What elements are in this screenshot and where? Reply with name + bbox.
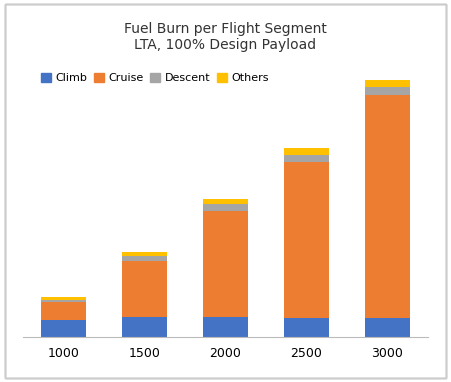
Bar <box>365 95 410 319</box>
Bar <box>122 256 167 261</box>
Bar <box>203 199 248 204</box>
Bar <box>284 319 329 337</box>
Bar <box>203 211 248 317</box>
Bar <box>122 317 167 337</box>
Bar <box>203 317 248 337</box>
Bar <box>41 320 86 337</box>
Legend: Climb, Cruise, Descent, Others: Climb, Cruise, Descent, Others <box>37 68 273 87</box>
Bar <box>41 300 86 303</box>
Bar <box>41 303 86 320</box>
Bar <box>203 204 248 211</box>
Title: Fuel Burn per Flight Segment
LTA, 100% Design Payload: Fuel Burn per Flight Segment LTA, 100% D… <box>124 21 327 52</box>
Bar <box>284 162 329 319</box>
Bar <box>365 80 410 87</box>
Bar <box>41 297 86 300</box>
Bar <box>365 87 410 95</box>
Bar <box>122 261 167 317</box>
Bar <box>284 155 329 162</box>
Bar <box>122 252 167 256</box>
Bar <box>284 148 329 155</box>
Bar <box>365 319 410 337</box>
